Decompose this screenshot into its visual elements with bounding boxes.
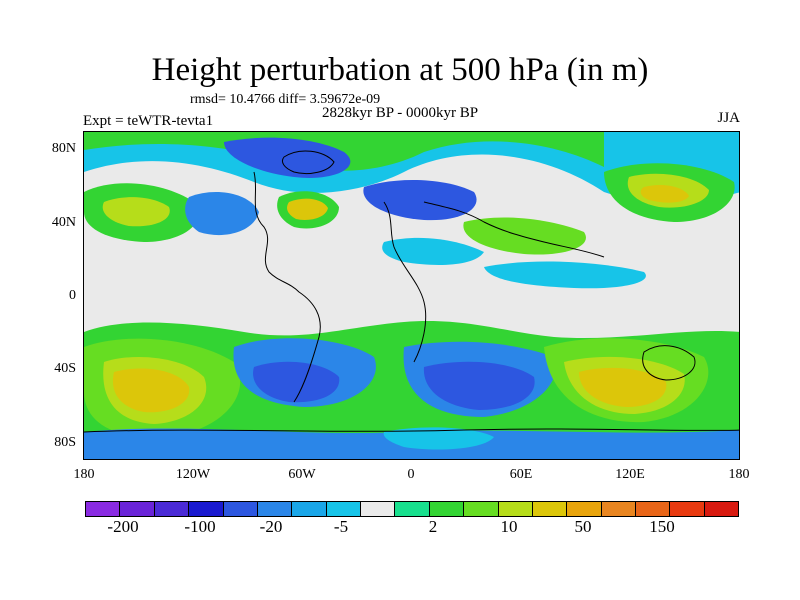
- south-atlantic-dark-blue: [423, 361, 535, 410]
- season-label: JJA: [717, 110, 740, 126]
- y-tick-label: 80S: [54, 435, 76, 450]
- colorbar-label: 150: [649, 517, 675, 536]
- colorbar-swatch: [189, 502, 224, 516]
- colorbar-swatch: [326, 502, 361, 516]
- colorbar-label: -100: [184, 517, 216, 536]
- north-green-band: [84, 132, 604, 171]
- colorbar-swatch: [120, 502, 155, 516]
- colorbar-label: 10: [500, 517, 518, 536]
- colorbar-swatch: [532, 502, 568, 516]
- colorbar-swatch: [670, 502, 705, 516]
- x-tick-label: 0: [407, 467, 415, 482]
- x-tick-label: 180: [73, 467, 95, 482]
- coastlines: [84, 150, 739, 433]
- x-tick-label: 120E: [615, 467, 645, 482]
- colorbar-label: 2: [428, 517, 438, 536]
- south-america-dark-blue: [253, 361, 340, 403]
- colorbar-label: 50: [574, 517, 592, 536]
- colorbar-label: -20: [259, 517, 283, 536]
- colorbar: [85, 501, 739, 517]
- south-indian-yellow-high: [579, 367, 667, 407]
- x-tick-label: 60E: [509, 467, 533, 482]
- colorbar-swatch: [292, 502, 327, 516]
- atlantic-yellow-high: [287, 198, 328, 220]
- colorbar-swatch: [464, 502, 499, 516]
- africa-cyan-band: [382, 237, 484, 265]
- greenland-blue-low: [224, 137, 351, 178]
- colorbar-swatch: [704, 502, 739, 516]
- x-tick-label: 180: [728, 467, 750, 482]
- pacific-yellow-green: [102, 197, 170, 227]
- y-tick-label: 80N: [51, 141, 76, 156]
- africa-west-coast: [383, 201, 427, 363]
- americas-coast: [253, 171, 321, 403]
- south-pacific-yellow-high: [112, 368, 190, 413]
- colorbar-swatch: [257, 502, 293, 516]
- y-tick-label: 0: [69, 288, 76, 303]
- x-tick-label: 120W: [175, 467, 211, 482]
- north-america-blue-low: [185, 192, 259, 236]
- colorbar-label: -200: [107, 517, 139, 536]
- colorbar-swatch: [223, 502, 258, 516]
- australia-coast: [642, 345, 696, 381]
- antarctic-cyan-spot: [383, 427, 494, 450]
- colorbar-swatch: [601, 502, 636, 516]
- colorbar-swatch: [498, 502, 533, 516]
- colorbar-swatch: [429, 502, 465, 516]
- stats-line: rmsd= 10.4766 diff= 3.59672e-09: [190, 92, 381, 107]
- colorbar-swatch: [86, 502, 121, 516]
- period-label: 2828kyr BP - 0000kyr BP: [322, 105, 479, 121]
- antarctica-coast: [84, 428, 739, 433]
- colorbar-swatch: [361, 502, 396, 516]
- indian-cyan-band: [484, 261, 646, 289]
- x-tick-label: 60W: [288, 467, 316, 482]
- europe-blue-low: [363, 180, 477, 221]
- greenland-coast: [281, 150, 335, 175]
- height-field-map: [84, 132, 739, 459]
- colorbar-swatch: [154, 502, 190, 516]
- colorbar-label: -5: [333, 517, 349, 536]
- colorbar-swatch: [636, 502, 671, 516]
- experiment-label: Expt = teWTR-tevta1: [83, 113, 214, 129]
- y-tick-label: 40N: [51, 215, 76, 230]
- siberia-yellow: [640, 185, 689, 203]
- map-plot: [83, 131, 740, 460]
- y-tick-label: 40S: [54, 361, 76, 376]
- colorbar-swatch: [567, 502, 602, 516]
- colorbar-swatch: [395, 502, 430, 516]
- eurasia-coast: [423, 201, 605, 258]
- plot-title: Height perturbation at 500 hPa (in m): [151, 52, 649, 88]
